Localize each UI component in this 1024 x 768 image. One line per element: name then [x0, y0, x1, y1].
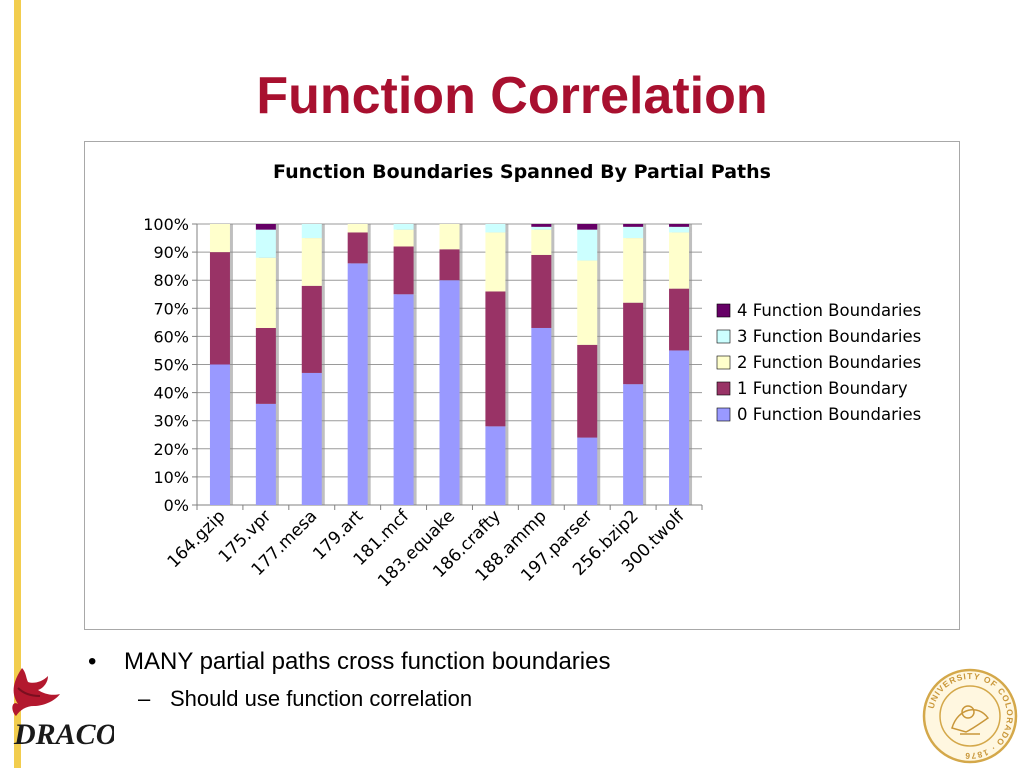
bar-segment	[669, 350, 690, 505]
legend-swatch	[716, 381, 731, 396]
bar-segment	[669, 224, 690, 227]
bar-segment	[531, 224, 552, 227]
bar-segment	[255, 229, 276, 258]
bar-segment	[531, 229, 552, 255]
legend-label: 0 Function Boundaries	[737, 405, 921, 424]
y-tick-label: 80%	[153, 271, 189, 290]
bar-segment	[531, 226, 552, 230]
chart-frame: Function Boundaries Spanned By Partial P…	[84, 141, 960, 630]
bar-segment	[623, 224, 644, 227]
bar-segment	[623, 238, 644, 303]
bar-segment	[439, 280, 460, 505]
y-tick-label: 20%	[153, 440, 189, 459]
legend-label: 3 Function Boundaries	[737, 327, 921, 346]
bar-segment	[301, 285, 322, 373]
bar-segment	[255, 327, 276, 404]
bar-segment	[301, 238, 322, 286]
legend-label: 1 Function Boundary	[737, 379, 908, 398]
y-tick-label: 70%	[153, 299, 189, 318]
bar-segment	[255, 403, 276, 505]
bar-segment	[347, 224, 368, 233]
y-tick-label: 100%	[143, 215, 189, 234]
bar-segment	[577, 437, 598, 505]
bar-segment	[255, 224, 276, 230]
bar-segment	[255, 257, 276, 328]
bar-segment	[393, 224, 414, 230]
bar-segment	[577, 344, 598, 438]
bar-segment	[301, 372, 322, 505]
draco-logo-text: DRACO	[13, 718, 114, 751]
bar-segment	[347, 263, 368, 505]
y-tick-label: 40%	[153, 384, 189, 403]
sub-bullet-marker: –	[138, 686, 151, 711]
left-accent-bar	[14, 0, 21, 768]
draco-logo: DRACO	[12, 668, 114, 751]
bar-segment	[577, 229, 598, 261]
bar-segment	[577, 224, 598, 230]
bar-segment	[485, 232, 506, 292]
bar-segment	[485, 224, 506, 233]
bar-segment	[393, 294, 414, 505]
bar-segment	[485, 426, 506, 505]
y-tick-label: 30%	[153, 412, 189, 431]
bar-segment	[209, 252, 230, 365]
bullet-item: • MANY partial paths cross function boun…	[88, 648, 888, 676]
bar-segment	[209, 224, 230, 253]
sub-bullet-item: – Should use function correlation	[88, 686, 888, 712]
slide-title: Function Correlation	[256, 67, 768, 125]
chart-title: Function Boundaries Spanned By Partial P…	[273, 161, 771, 183]
bar-segment	[347, 232, 368, 264]
y-tick-label: 0%	[164, 496, 189, 515]
bullet-marker: •	[88, 648, 97, 675]
bar-segment	[623, 384, 644, 505]
sub-bullet-text: Should use function correlation	[170, 686, 473, 711]
bar-segment	[439, 249, 460, 281]
legend-swatch	[716, 355, 731, 370]
bar-segment	[577, 260, 598, 345]
bullet-list: • MANY partial paths cross function boun…	[88, 648, 888, 712]
y-tick-label: 50%	[153, 356, 189, 375]
legend-swatch	[716, 329, 731, 344]
legend-swatch	[716, 407, 731, 422]
y-tick-label: 90%	[153, 243, 189, 262]
legend-label: 4 Function Boundaries	[737, 301, 921, 320]
bar-segment	[623, 302, 644, 385]
bar-segment	[669, 226, 690, 233]
legend-swatch	[716, 303, 731, 318]
bullet-text: MANY partial paths cross function bounda…	[124, 648, 611, 675]
bar-segment	[531, 327, 552, 505]
legend-label: 2 Function Boundaries	[737, 353, 921, 372]
bar-segment	[531, 254, 552, 328]
x-tick-label: 164.gzip	[164, 506, 230, 572]
bar-segment	[393, 229, 414, 247]
bar-segment	[669, 288, 690, 351]
bar-segment	[623, 226, 644, 239]
bar-segment	[301, 224, 322, 239]
bar-segment	[485, 291, 506, 427]
bar-segment	[209, 364, 230, 505]
university-seal: UNIVERSITY OF COLORADO · 1876	[922, 668, 1018, 764]
bar-segment	[439, 224, 460, 250]
bar-segment	[669, 232, 690, 289]
stacked-bar-chart: Function Boundaries Spanned By Partial P…	[143, 161, 921, 591]
y-tick-label: 10%	[153, 468, 189, 487]
y-tick-label: 60%	[153, 327, 189, 346]
bar-segment	[393, 246, 414, 295]
